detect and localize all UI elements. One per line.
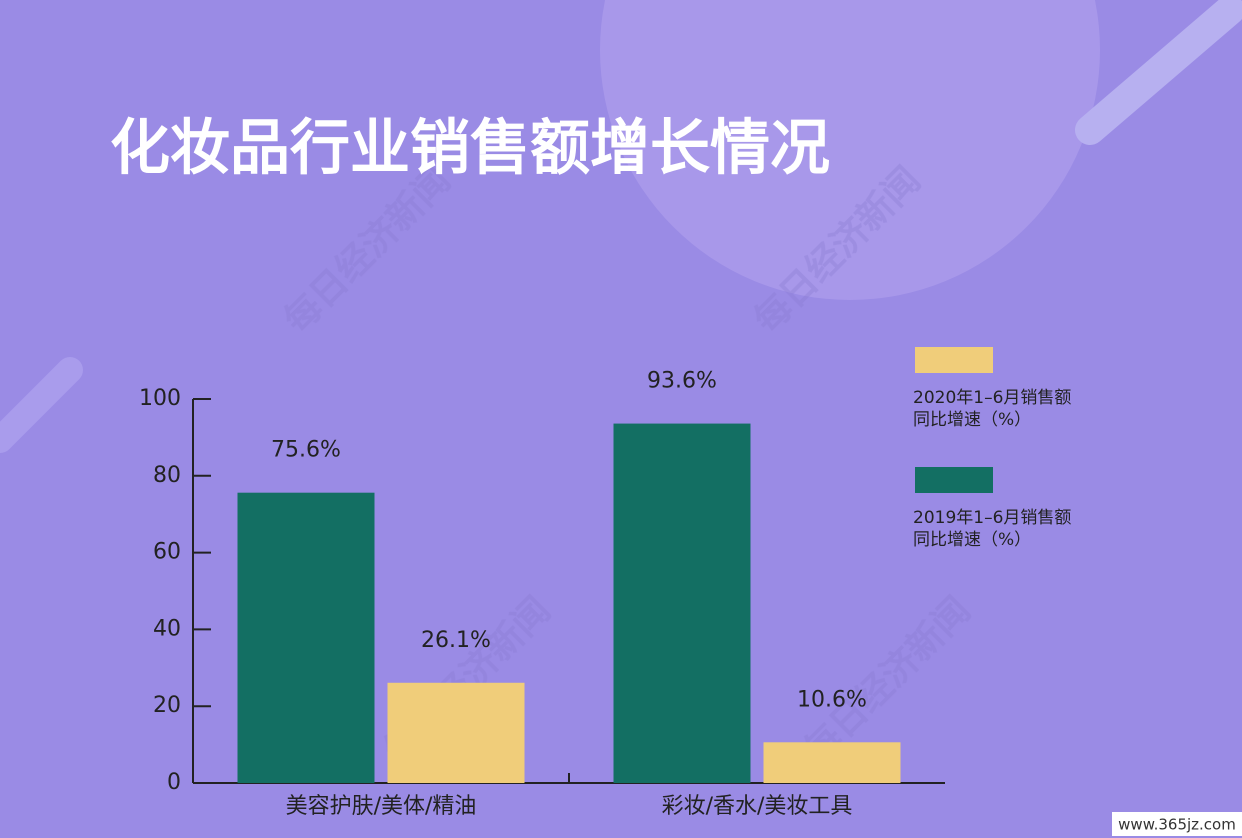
value-label: 93.6%	[647, 369, 717, 394]
x-tick-label: 美容护肤/美体/精油	[286, 794, 477, 819]
decor-stripe	[0, 357, 83, 453]
legend-label: 2019年1–6月销售额同比增速（%）	[913, 508, 1072, 550]
source-box	[1112, 812, 1242, 836]
y-tick-label: 100	[139, 386, 181, 411]
legend-item: 2019年1–6月销售额同比增速（%）	[913, 508, 1072, 550]
bar	[613, 423, 751, 783]
value-label: 26.1%	[421, 628, 491, 653]
decor-circle	[600, 0, 1100, 300]
source: www.365jz.com	[1118, 816, 1236, 834]
x-tick-label: 彩妆/香水/美妆工具	[662, 794, 853, 819]
y-tick-label: 80	[153, 463, 181, 488]
y-tick-label: 0	[167, 770, 181, 795]
bar	[237, 492, 375, 783]
chart-title: 化妆品行业销售额增长情况	[110, 114, 830, 184]
y-tick-label: 40	[153, 616, 181, 641]
bar	[763, 742, 901, 783]
legend-swatch	[915, 347, 993, 373]
y-tick-label: 60	[153, 540, 181, 565]
bar	[387, 682, 525, 783]
legend-swatch	[915, 467, 993, 493]
decor-stripe	[1075, 0, 1242, 145]
y-tick-label: 20	[153, 693, 181, 718]
legend-item: 2020年1–6月销售额同比增速（%）	[913, 388, 1072, 430]
value-label: 10.6%	[797, 687, 867, 712]
value-label: 75.6%	[271, 438, 341, 463]
legend-label: 2020年1–6月销售额同比增速（%）	[913, 388, 1072, 430]
